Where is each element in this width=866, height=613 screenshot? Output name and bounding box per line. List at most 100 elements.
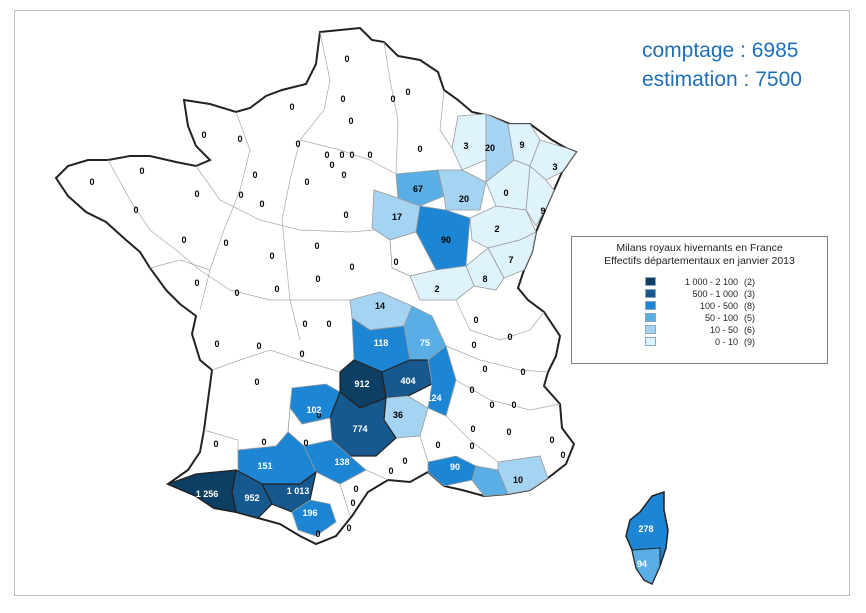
value-label: 0 — [194, 189, 199, 199]
value-label: 10 — [513, 475, 523, 485]
legend-count: (8) — [744, 300, 755, 311]
value-label: 912 — [354, 379, 369, 389]
legend-count: (9) — [744, 336, 755, 347]
value-label: 124 — [426, 393, 441, 403]
legend-row: 50 - 100 (5) — [645, 312, 827, 323]
legend-swatch — [645, 289, 656, 298]
value-label: 0 — [269, 251, 274, 261]
value-label: 952 — [244, 493, 259, 503]
value-label: 0 — [340, 94, 345, 104]
value-label: 36 — [393, 410, 403, 420]
value-label: 1 256 — [196, 489, 219, 499]
value-label: 0 — [213, 439, 218, 449]
legend-count: (2) — [744, 276, 755, 287]
value-label: 75 — [420, 338, 430, 348]
value-label: 0 — [304, 177, 309, 187]
value-label: 0 — [133, 205, 138, 215]
value-label: 0 — [560, 450, 565, 460]
value-label: 0 — [139, 166, 144, 176]
value-label: 0 — [350, 498, 355, 508]
value-label: 0 — [289, 102, 294, 112]
value-label: 67 — [413, 184, 423, 194]
value-label: 0 — [259, 199, 264, 209]
value-label: 0 — [353, 484, 358, 494]
dept-aube — [395, 169, 445, 207]
legend-range: 10 - 50 — [709, 324, 738, 335]
value-label: 0 — [315, 274, 320, 284]
value-label: 0 — [348, 116, 353, 126]
value-label: 3 — [463, 141, 468, 151]
value-label: 0 — [469, 441, 474, 451]
estimation-text: estimation : 7500 — [642, 68, 802, 91]
value-label: 0 — [402, 456, 407, 466]
dept-haute-marne — [437, 169, 487, 211]
legend-swatch — [645, 325, 656, 334]
value-label: 0 — [261, 437, 266, 447]
legend-swatch — [645, 301, 656, 310]
value-label: 9 — [540, 206, 545, 216]
value-label: 0 — [549, 435, 554, 445]
value-label: 0 — [181, 235, 186, 245]
comptage-text: comptage : 6985 — [642, 39, 799, 62]
value-label: 9 — [519, 140, 524, 150]
value-label: 0 — [256, 341, 261, 351]
value-label: 102 — [306, 405, 321, 415]
legend-row: 1 000 - 2 100 (2) — [645, 276, 827, 287]
legend-count: (6) — [744, 324, 755, 335]
value-label: 0 — [417, 144, 422, 154]
value-label: 0 — [194, 278, 199, 288]
legend-title-line1: Milans royaux hivernants en France — [616, 242, 783, 254]
value-label: 404 — [400, 376, 415, 386]
value-label: 138 — [334, 457, 349, 467]
value-label: 0 — [315, 529, 320, 539]
value-label: 0 — [343, 210, 348, 220]
value-label: 0 — [314, 241, 319, 251]
value-label: 0 — [89, 177, 94, 187]
value-label: 0 — [316, 410, 321, 420]
legend-title: Milans royaux hivernants en France Effec… — [572, 242, 827, 268]
value-label: 118 — [374, 338, 389, 348]
value-label: 20 — [459, 194, 469, 204]
dept-pyrenees-atlantiques — [166, 469, 237, 513]
totals-box: comptage : 6985 estimation : 7500 — [642, 36, 802, 94]
value-label: 90 — [450, 462, 460, 472]
value-label: 0 — [489, 400, 494, 410]
value-label: 8 — [482, 274, 487, 284]
value-label: 278 — [638, 524, 653, 534]
value-label: 0 — [469, 385, 474, 395]
value-label: 20 — [485, 143, 495, 153]
legend-rows: 1 000 - 2 100 (2) 500 - 1 000 (3) 100 - 500 (… — [645, 276, 827, 347]
legend-range: 50 - 100 — [704, 312, 738, 323]
dept-var — [471, 465, 509, 497]
dept-alpes-maritimes — [497, 455, 549, 495]
value-label: 151 — [257, 461, 272, 471]
value-label: 0 — [349, 262, 354, 272]
legend-range: 1 000 - 2 100 — [684, 276, 738, 287]
value-label: 0 — [390, 94, 395, 104]
legend-swatch — [645, 337, 656, 346]
department-borders — [107, 31, 561, 517]
value-label: 0 — [223, 238, 228, 248]
value-label: 0 — [344, 54, 349, 64]
legend-swatch — [645, 277, 656, 286]
value-label: 0 — [201, 130, 206, 140]
value-label: 0 — [326, 319, 331, 329]
legend-range: 100 - 500 — [699, 300, 738, 311]
legend-count: (3) — [744, 288, 755, 299]
value-label: 0 — [471, 340, 476, 350]
value-label: 0 — [346, 523, 351, 533]
value-label: 0 — [482, 364, 487, 374]
dept-lorraine-1 — [451, 113, 487, 171]
value-label: 0 — [302, 319, 307, 329]
value-label: 0 — [254, 377, 259, 387]
value-label: 0 — [274, 284, 279, 294]
value-label: 0 — [303, 438, 308, 448]
value-label: 0 — [405, 87, 410, 97]
map-labels: 0 0 0 0 0 0 0 0 0 0 0 0 0 0 0 0 0 0 0 0 … — [89, 54, 653, 569]
legend-range: 0 - 10 — [714, 336, 738, 347]
value-label: 0 — [234, 288, 239, 298]
value-label: 2 — [494, 224, 499, 234]
legend-row: 0 - 10 (9) — [645, 336, 827, 347]
value-label: 0 — [252, 170, 257, 180]
